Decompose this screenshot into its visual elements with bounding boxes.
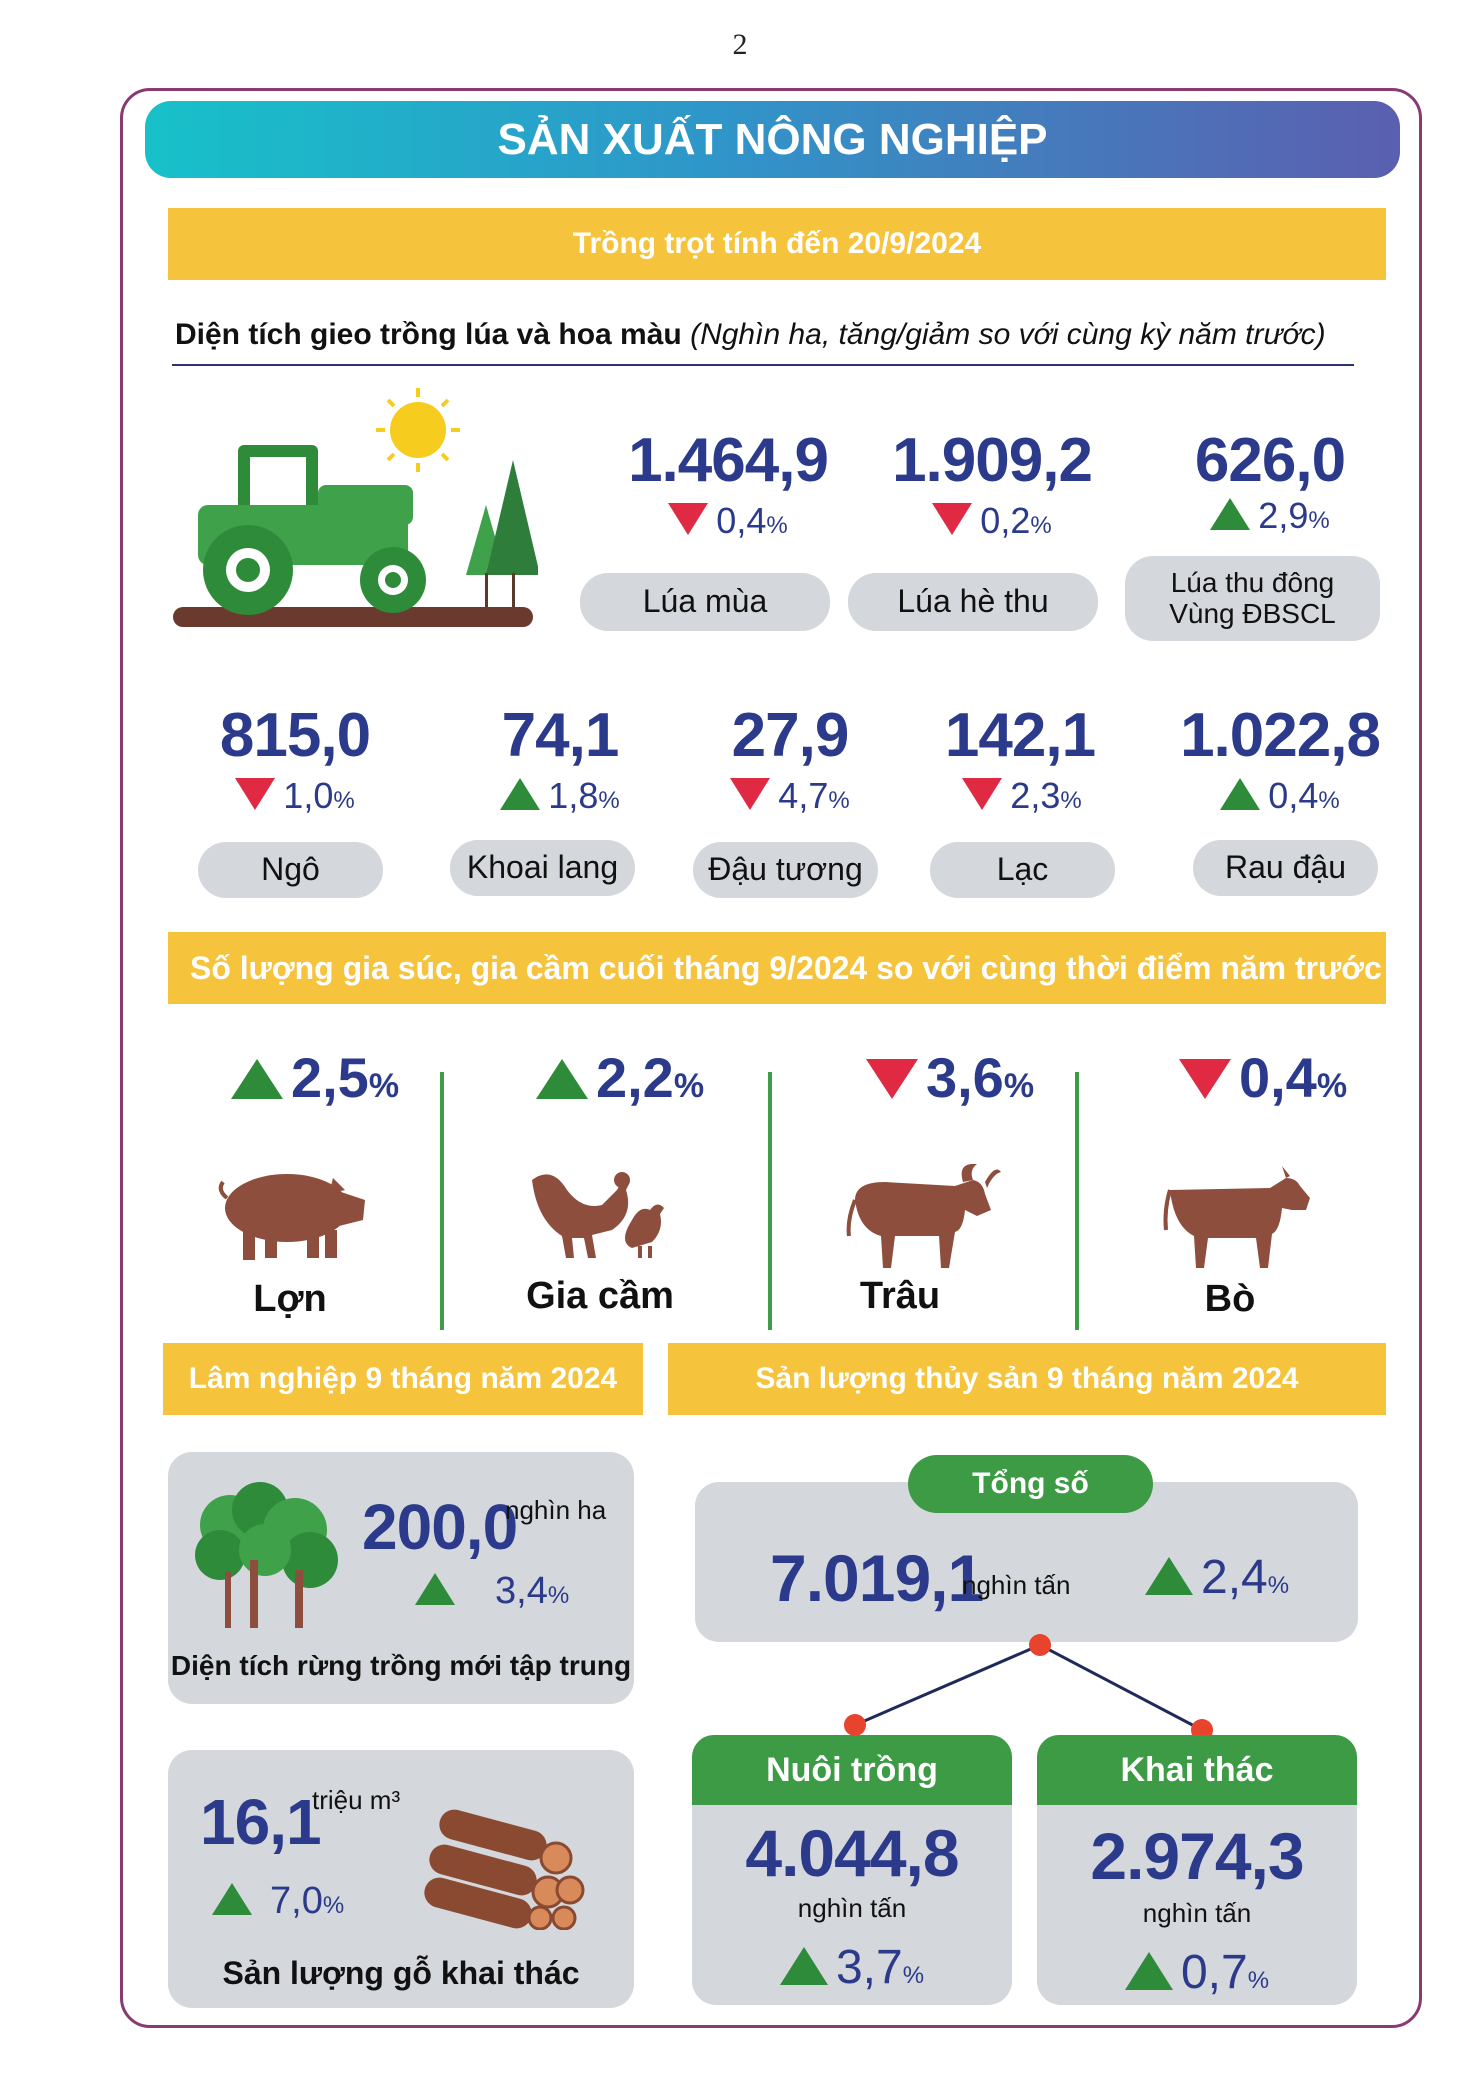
increase-triangle-icon bbox=[1210, 498, 1251, 530]
label-lon: Lợn bbox=[253, 1278, 327, 1320]
label-ngo: Ngô bbox=[198, 842, 383, 898]
decrease-triangle-icon bbox=[1178, 1059, 1231, 1099]
change-lon: 2,5% bbox=[200, 1045, 430, 1110]
unit-catching: nghìn tấn bbox=[1142, 1898, 1252, 1928]
value-lac: 142,1 bbox=[944, 701, 1096, 770]
value-lua-he-thu: 1.909,2 bbox=[892, 426, 1093, 495]
tree-connector bbox=[844, 1634, 1213, 1740]
label-lua-thu-dong: Lúa thu đông Vùng ĐBSCL bbox=[1125, 556, 1380, 641]
change-trau: 3,6% bbox=[835, 1045, 1065, 1110]
change-lua-mua: 0,4% bbox=[618, 500, 838, 542]
label-khoai-lang: Khoai lang bbox=[450, 840, 635, 896]
increase-triangle-icon bbox=[415, 1573, 455, 1605]
crop-band: Trồng trọt tính đến 20/9/2024 bbox=[168, 208, 1386, 280]
change-total: 2,4% bbox=[1145, 1550, 1345, 1605]
crop-heading-bold: Diện tích gieo trồng lúa và hoa màu bbox=[175, 318, 682, 351]
logs-icon bbox=[424, 1809, 585, 1930]
unit-timber: triệu m³ bbox=[312, 1785, 401, 1815]
value-farming: 4.044,8 bbox=[745, 1816, 959, 1890]
value-lua-mua: 1.464,9 bbox=[628, 426, 829, 495]
increase-triangle-icon bbox=[212, 1883, 252, 1915]
change-lua-he-thu: 0,2% bbox=[882, 500, 1102, 542]
label-lac: Lạc bbox=[930, 842, 1115, 898]
divider bbox=[1075, 1072, 1079, 1330]
crop-heading: Diện tích gieo trồng lúa và hoa màu (Ngh… bbox=[175, 318, 1326, 352]
change-khoai-lang: 1,8% bbox=[450, 775, 670, 817]
buffalo-icon bbox=[846, 1163, 1001, 1268]
catching-label: Khai thác bbox=[1037, 1735, 1357, 1805]
label-lua-mua: Lúa mùa bbox=[580, 573, 830, 631]
label-trau: Trâu bbox=[859, 1275, 941, 1317]
poultry-icon bbox=[532, 1172, 664, 1258]
unit-forest: nghìn ha bbox=[505, 1495, 607, 1525]
change-dau-tuong: 4,7% bbox=[680, 775, 900, 817]
farming-label: Nuôi trồng bbox=[692, 1735, 1012, 1805]
change-ngo: 1,0% bbox=[185, 775, 405, 817]
change-farming: 3,7% bbox=[692, 1940, 1012, 1995]
label-gia-cam: Gia cầm bbox=[526, 1275, 674, 1317]
sun-icon bbox=[376, 388, 460, 472]
label-bo: Bò bbox=[1204, 1278, 1256, 1320]
page-title: SẢN XUẤT NÔNG NGHIỆP bbox=[145, 101, 1400, 178]
value-lua-thu-dong: 626,0 bbox=[1194, 426, 1346, 495]
label-forest: Diện tích rừng trồng mới tập trung bbox=[170, 1650, 632, 1681]
tractor-icon bbox=[173, 388, 538, 627]
decrease-triangle-icon bbox=[668, 503, 709, 535]
value-rau-dau: 1.022,8 bbox=[1180, 701, 1381, 770]
content-frame bbox=[120, 88, 1422, 2028]
trees-icon bbox=[195, 1482, 338, 1628]
increase-triangle-icon bbox=[230, 1059, 283, 1099]
value-khoai-lang: 74,1 bbox=[501, 701, 620, 770]
change-lac: 2,3% bbox=[912, 775, 1132, 817]
label-dau-tuong: Đậu tương bbox=[693, 842, 878, 898]
pig-icon bbox=[218, 1174, 365, 1260]
total-label: Tổng số bbox=[908, 1455, 1153, 1513]
change-gia-cam: 2,2% bbox=[505, 1045, 735, 1110]
livestock-band: Số lượng gia súc, gia cầm cuối tháng 9/2… bbox=[168, 932, 1386, 1004]
unit-farming: nghìn tấn bbox=[797, 1893, 907, 1923]
increase-triangle-icon bbox=[1220, 778, 1261, 810]
fishery-band: Sản lượng thủy sản 9 tháng năm 2024 bbox=[668, 1343, 1386, 1415]
increase-triangle-icon bbox=[779, 1947, 828, 1985]
decrease-triangle-icon bbox=[865, 1059, 918, 1099]
value-ngo: 815,0 bbox=[219, 701, 371, 770]
value-forest: 200,0 bbox=[362, 1491, 518, 1563]
decrease-triangle-icon bbox=[730, 778, 771, 810]
value-timber: 16,1 bbox=[200, 1786, 322, 1858]
change-forest: 3,4% bbox=[415, 1570, 595, 1613]
divider bbox=[440, 1072, 444, 1330]
increase-triangle-icon bbox=[535, 1059, 588, 1099]
label-timber: Sản lượng gỗ khai thác bbox=[222, 1955, 580, 1991]
label-rau-dau: Rau đậu bbox=[1193, 840, 1378, 896]
change-timber: 7,0% bbox=[212, 1880, 392, 1923]
decrease-triangle-icon bbox=[235, 778, 276, 810]
value-dau-tuong: 27,9 bbox=[731, 701, 850, 770]
crop-heading-italic: (Nghìn ha, tăng/giảm so với cùng kỳ năm … bbox=[690, 318, 1326, 351]
cow-icon bbox=[1163, 1166, 1310, 1268]
value-total: 7.019,1 bbox=[770, 1541, 984, 1615]
decrease-triangle-icon bbox=[962, 778, 1003, 810]
page-number: 2 bbox=[732, 28, 748, 61]
label-lua-he-thu: Lúa hè thu bbox=[848, 573, 1098, 631]
change-rau-dau: 0,4% bbox=[1170, 775, 1390, 817]
change-bo: 0,4% bbox=[1148, 1045, 1378, 1110]
unit-total: nghìn tấn bbox=[962, 1570, 1071, 1600]
divider bbox=[768, 1072, 772, 1330]
increase-triangle-icon bbox=[500, 778, 541, 810]
forestry-band: Lâm nghiệp 9 tháng năm 2024 bbox=[163, 1343, 643, 1415]
increase-triangle-icon bbox=[1124, 1952, 1173, 1990]
value-catching: 2.974,3 bbox=[1090, 1819, 1304, 1893]
decrease-triangle-icon bbox=[932, 503, 973, 535]
heading-rule bbox=[172, 364, 1354, 366]
change-catching: 0,7% bbox=[1037, 1945, 1357, 2000]
change-lua-thu-dong: 2,9% bbox=[1160, 495, 1380, 537]
increase-triangle-icon bbox=[1145, 1557, 1193, 1595]
